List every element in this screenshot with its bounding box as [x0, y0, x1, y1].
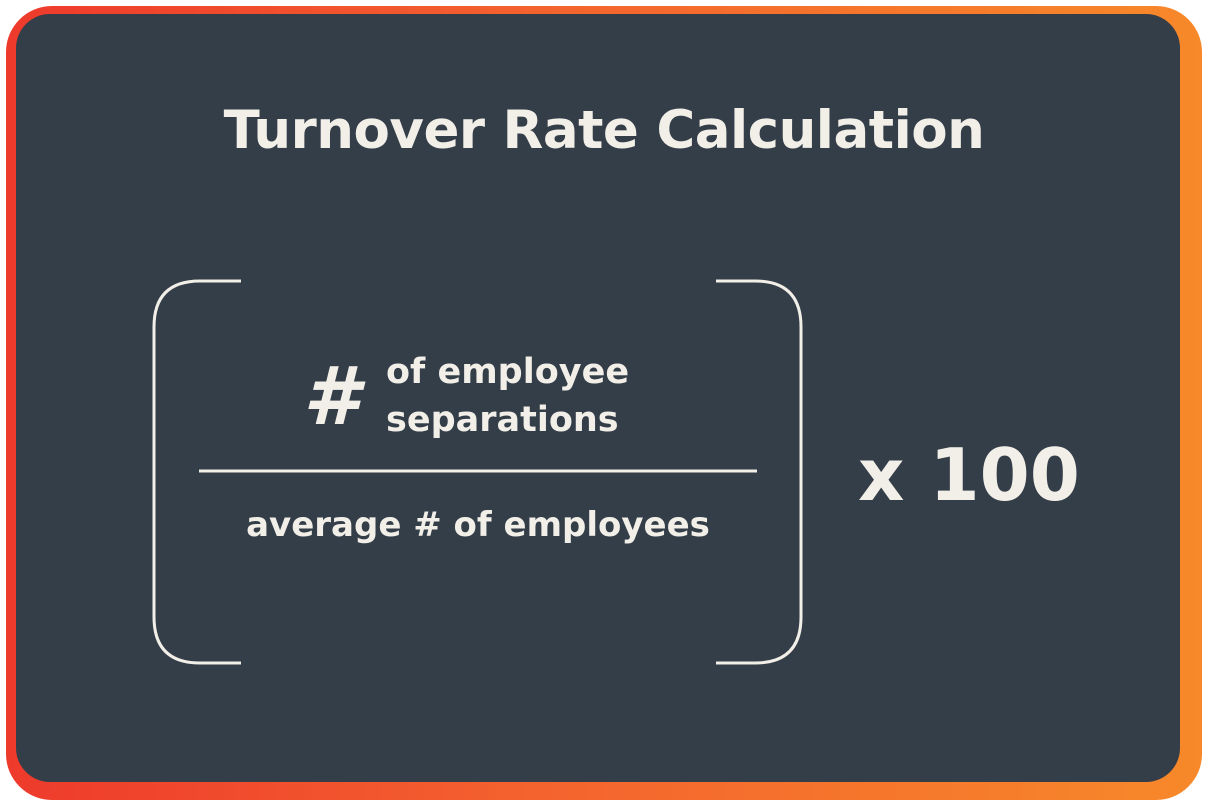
- formula-card: [16, 14, 1180, 782]
- numerator-line-2: separations: [386, 400, 619, 440]
- right-bracket: [716, 279, 803, 665]
- denominator-text: average # of employees: [246, 505, 710, 545]
- number-sign-symbol: #: [303, 350, 359, 443]
- numerator-line-1: of employee: [386, 352, 630, 392]
- multiplier-text: x 100: [858, 433, 1080, 517]
- numerator-text: of employee separations: [386, 348, 676, 444]
- left-bracket: [152, 279, 241, 665]
- page-title: Turnover Rate Calculation: [223, 100, 985, 161]
